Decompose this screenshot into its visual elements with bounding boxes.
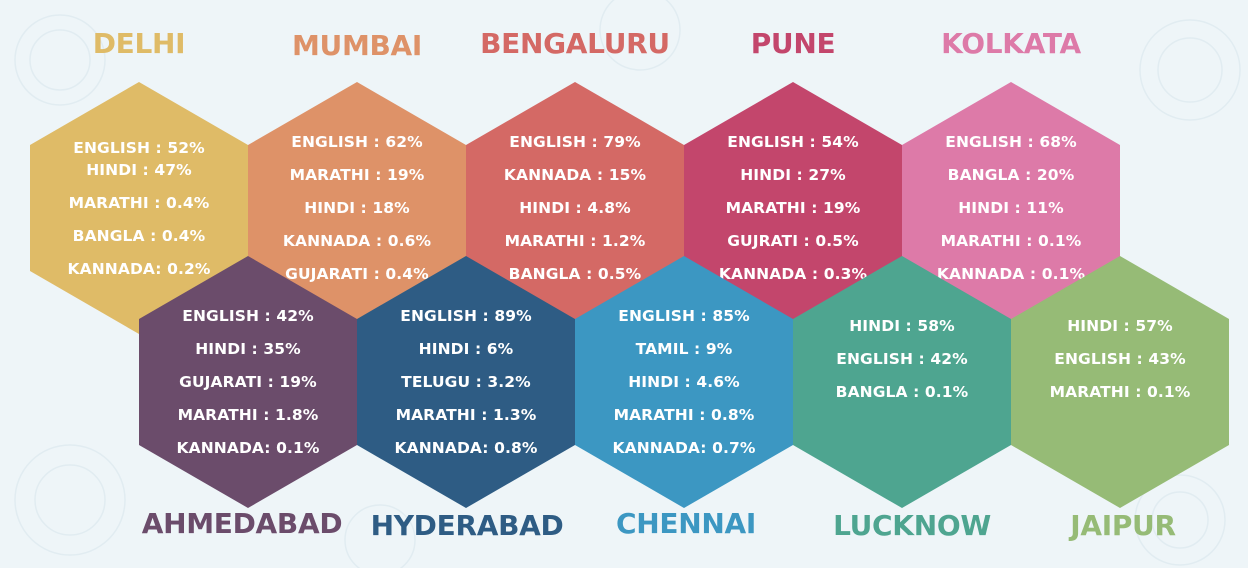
stat-line: GUJARATI : 19% <box>179 373 317 391</box>
city-label-pune: PUNE <box>750 27 836 60</box>
stat-line: KANNADA: 0.7% <box>612 439 756 457</box>
stat-line: ENGLISH : 52% <box>73 138 205 157</box>
stat-line: MARATHI : 0.8% <box>613 406 755 424</box>
stat-line: TELUGU : 3.2% <box>401 373 531 391</box>
city-label-ahmedabad: AHMEDABAD <box>141 507 343 540</box>
city-label-hyderabad: HYDERABAD <box>370 509 564 542</box>
stat-line: MARATHI : 1.8% <box>177 406 319 424</box>
stat-line: ENGLISH : 85% <box>618 307 750 325</box>
stat-line: KANNADA: 0.8% <box>394 439 538 457</box>
stat-line: HINDI : 57% <box>1067 317 1173 335</box>
stat-line: HINDI : 4.6% <box>628 373 740 391</box>
stat-line: GUJRATI : 0.5% <box>727 232 859 250</box>
stat-line: HINDI : 18% <box>304 199 410 217</box>
stat-line: KANNADA: 0.2% <box>67 259 211 278</box>
hex-jaipur: HINDI : 57% ENGLISH : 43% MARATHI : 0.1% <box>1011 256 1229 508</box>
stat-line: ENGLISH : 89% <box>400 307 532 325</box>
stat-line: MARATHI : 19% <box>289 166 425 184</box>
stat-line: HINDI : 35% <box>195 340 301 358</box>
stat-line: ENGLISH : 42% <box>836 350 968 368</box>
stat-line: KANNADA : 15% <box>503 166 647 184</box>
stat-line: ENGLISH : 43% <box>1054 350 1186 368</box>
city-label-bengaluru: BENGALURU <box>480 27 670 60</box>
stat-line: KANNADA : 0.1% <box>936 265 1086 283</box>
stat-line: ENGLISH : 54% <box>727 133 859 151</box>
city-label-chennai: CHENNAI <box>616 507 756 540</box>
stat-line: MARATHI : 0.1% <box>1049 383 1191 401</box>
stat-line: BANGLA : 0.4% <box>72 226 206 245</box>
city-label-lucknow: LUCKNOW <box>833 509 991 542</box>
stat-line: KANNADA : 0.6% <box>282 232 432 250</box>
stat-line: HINDI : 6% <box>418 340 514 358</box>
city-label-mumbai: MUMBAI <box>291 29 423 62</box>
city-label-delhi: DELHI <box>92 27 186 60</box>
stat-line: BANGLA : 20% <box>947 166 1075 184</box>
stat-line: MARATHI : 1.2% <box>504 232 646 250</box>
stat-line: HINDI : 58% <box>849 317 955 335</box>
stat-line: ENGLISH : 68% <box>945 133 1077 151</box>
stat-line: BANGLA : 0.5% <box>508 265 642 283</box>
stat-line: HINDI : 11% <box>958 199 1064 217</box>
stat-line: TAMIL : 9% <box>635 340 733 358</box>
stat-line: HINDI : 4.8% <box>519 199 631 217</box>
city-label-kolkata: KOLKATA <box>941 27 1081 60</box>
stat-line: BANGLA : 0.1% <box>835 383 969 401</box>
stat-line: ENGLISH : 62% <box>291 133 423 151</box>
stat-line: MARATHI : 19% <box>725 199 861 217</box>
stat-line: ENGLISH : 42% <box>182 307 314 325</box>
stat-line: MARATHI : 0.4% <box>68 193 210 212</box>
stat-line: HINDI : 47% <box>86 160 192 179</box>
stat-line: MARATHI : 0.1% <box>940 232 1082 250</box>
stat-line: KANNADA : 0.3% <box>718 265 868 283</box>
stat-line: GUJARATI : 0.4% <box>285 265 429 283</box>
stat-line: MARATHI : 1.3% <box>395 406 537 424</box>
stat-line: HINDI : 27% <box>740 166 846 184</box>
stat-line: KANNADA: 0.1% <box>176 439 320 457</box>
city-label-jaipur: JAIPUR <box>1070 509 1176 542</box>
stat-line: ENGLISH : 79% <box>509 133 641 151</box>
